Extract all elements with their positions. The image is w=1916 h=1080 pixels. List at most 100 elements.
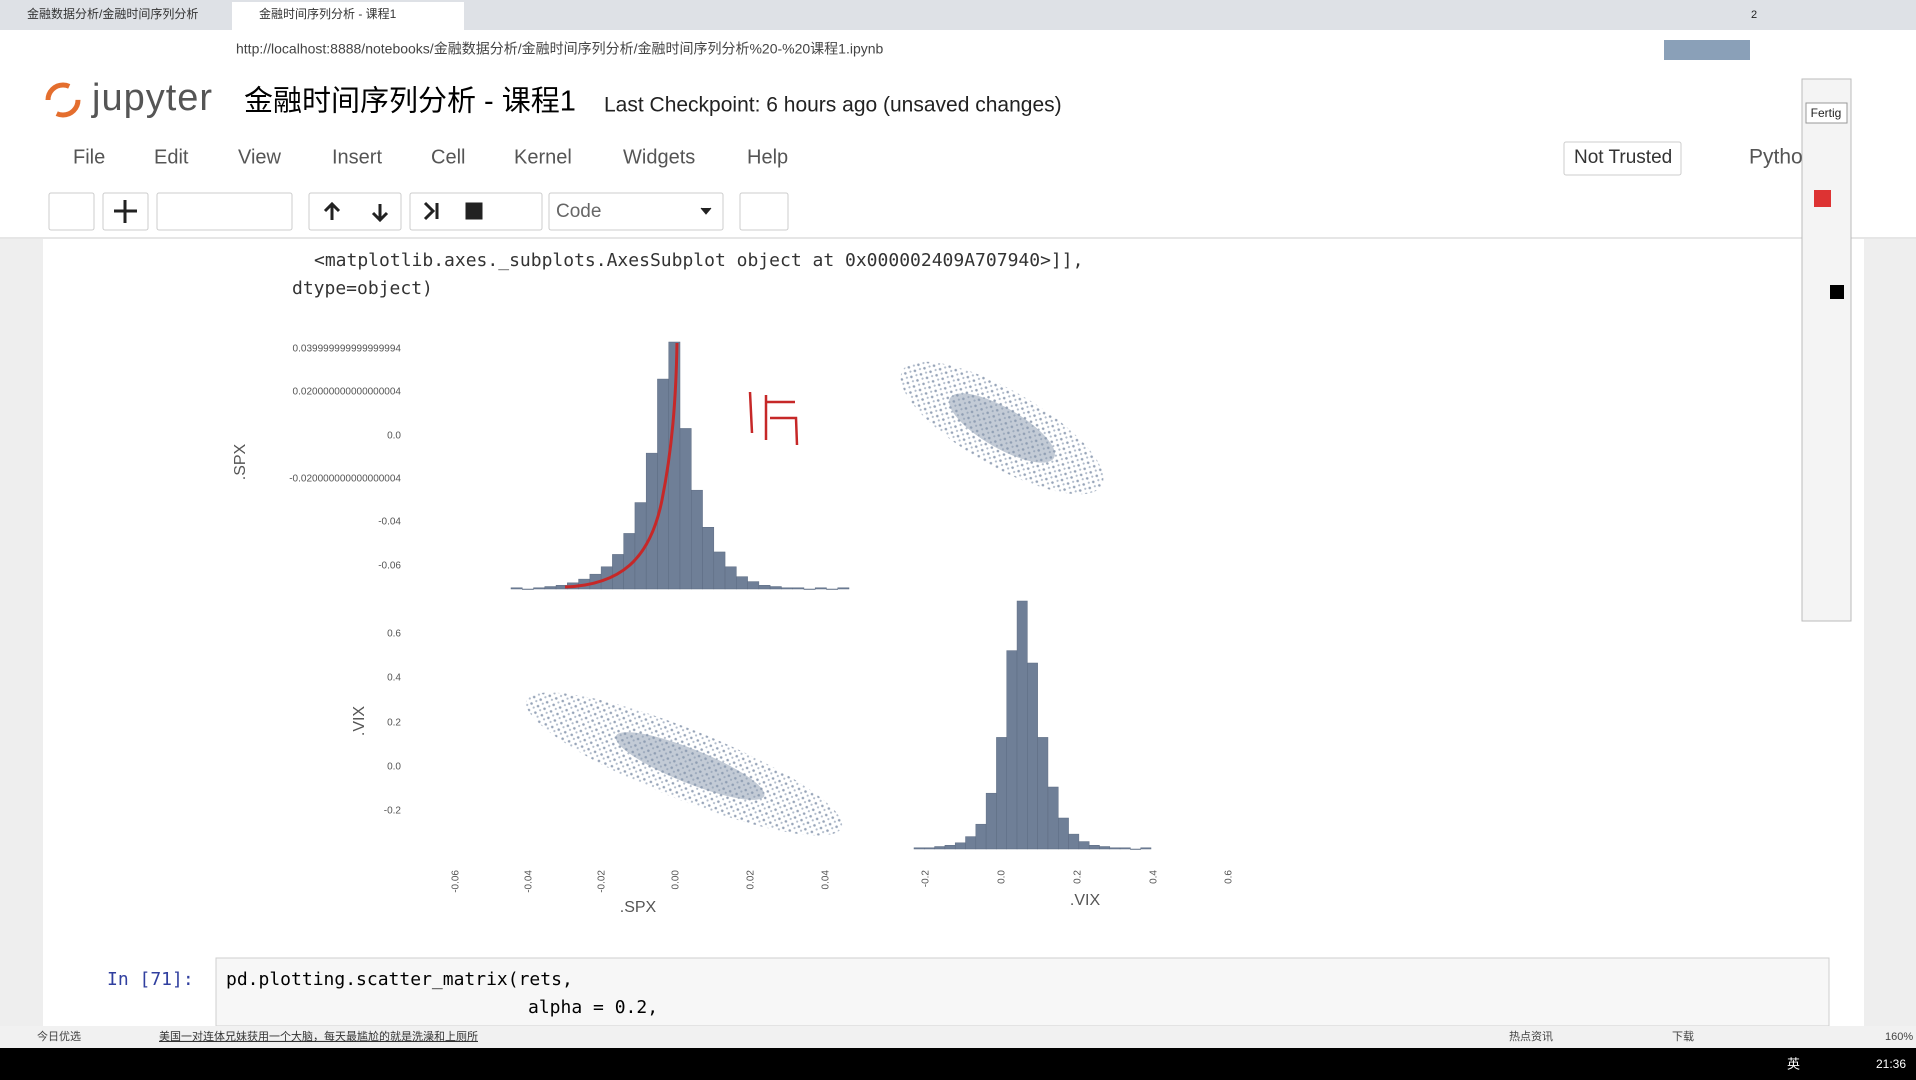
hist-bar — [522, 588, 534, 590]
output-line: dtype=object) — [292, 278, 433, 299]
dropdown-arrow — [700, 207, 712, 215]
axis-label: .SPX — [232, 443, 249, 480]
menu-item[interactable]: File — [73, 146, 105, 168]
hist-bar — [803, 588, 816, 590]
status-bar — [0, 1026, 1916, 1048]
notebook-title[interactable]: 金融时间序列分析 - 课程1 — [244, 85, 576, 118]
status-text[interactable]: 热点资讯 — [1509, 1030, 1553, 1043]
fertig-label[interactable]: Fertig — [1811, 106, 1842, 120]
toolbar-icons — [114, 200, 712, 223]
x-tick-label: 0.0 — [997, 870, 1008, 884]
hist-bar — [996, 737, 1007, 850]
hist-bar — [1078, 841, 1090, 850]
pen-stroke — [564, 342, 679, 589]
color-swatch[interactable] — [1814, 190, 1831, 207]
axis-label: .VIX — [1070, 892, 1101, 909]
hist-bar — [934, 846, 946, 850]
x-tick-label: 0.00 — [671, 870, 682, 890]
menu-item[interactable]: View — [238, 146, 282, 168]
run-icon — [423, 201, 439, 221]
edit-btns[interactable] — [156, 192, 293, 231]
hist-bar — [1119, 847, 1131, 850]
arrow-icons — [323, 201, 389, 223]
hist-bar — [758, 585, 771, 590]
clock: 21:36 — [1876, 1057, 1906, 1071]
logo-icon — [45, 82, 81, 118]
pen-scribble — [748, 391, 799, 446]
menu-item[interactable]: Edit — [154, 146, 189, 168]
hist-bar — [1058, 817, 1069, 850]
color-swatch[interactable] — [1830, 285, 1844, 299]
status-text[interactable]: 下载 — [1672, 1030, 1694, 1043]
hist-bar — [679, 428, 692, 590]
hist-bar — [814, 587, 827, 590]
hist-bar — [944, 845, 956, 850]
hist-bar — [965, 836, 977, 850]
taskbar — [0, 1048, 1916, 1080]
y-tick-label: -0.2 — [384, 806, 402, 817]
scatter-core — [615, 732, 765, 800]
cell-prompt: In [71]: — [107, 969, 194, 990]
toolbar-buttons — [48, 192, 789, 231]
code-cell[interactable] — [215, 957, 1830, 1027]
axis-label: .SPX — [620, 899, 657, 916]
y-tick-label: 0.2 — [387, 718, 401, 729]
hist-bar — [657, 378, 669, 590]
plus-icon — [114, 200, 137, 223]
hist-bar — [975, 823, 987, 850]
active-tab[interactable] — [232, 2, 464, 30]
save-btn[interactable] — [48, 192, 95, 231]
y-tick-label: 0.039999999999999994 — [293, 344, 402, 355]
menu-item[interactable]: Help — [747, 146, 788, 168]
menu-item[interactable]: Cell — [431, 146, 465, 168]
kernel-name: Pytho — [1749, 146, 1803, 169]
hist-bar — [1006, 650, 1018, 850]
hist-bar — [954, 842, 966, 850]
hist-bar — [924, 847, 935, 850]
hist-bar — [769, 586, 782, 590]
code-line: alpha = 0.2, — [528, 997, 658, 1018]
hist-bar — [1068, 833, 1080, 850]
hist-bar — [1130, 848, 1141, 850]
keyboard-btn[interactable] — [739, 192, 789, 231]
stop-icon — [465, 202, 483, 220]
hist-bar — [985, 792, 997, 850]
badge: 2 — [1751, 9, 1757, 21]
menu-item[interactable]: Widgets — [623, 146, 695, 168]
x-tick-label: 0.2 — [1073, 870, 1084, 884]
menu-item[interactable]: Kernel — [514, 146, 572, 168]
trusted-button[interactable] — [1563, 141, 1682, 176]
x-tick-label: 0.6 — [1224, 870, 1235, 884]
x-tick-label: 0.04 — [821, 870, 832, 890]
fertig-button[interactable] — [1805, 102, 1848, 124]
y-tick-label: -0.06 — [378, 561, 401, 572]
trusted-label: Not Trusted — [1574, 147, 1672, 168]
hist-bar — [713, 551, 726, 590]
x-tick-label: -0.06 — [451, 870, 462, 893]
axis-label: .VIX — [351, 706, 368, 737]
address-bar — [0, 30, 1916, 71]
menu-item[interactable]: Insert — [332, 146, 382, 168]
move-btns[interactable] — [308, 192, 402, 231]
tab-title[interactable]: 金融数据分析/金融时间序列分析 — [27, 6, 198, 21]
hist-bar — [736, 576, 748, 590]
hist-bar — [691, 489, 703, 590]
hist-bar — [1109, 847, 1121, 850]
news-text[interactable]: 美国一对连体兄妹获用一个大脑，每天最尴尬的就是洗澡和上厕所 — [159, 1029, 478, 1043]
url[interactable]: http://localhost:8888/notebooks/金融数据分析/金… — [236, 41, 884, 57]
status-text[interactable]: 今日优选 — [37, 1029, 81, 1043]
hist-bar — [1140, 847, 1152, 850]
hist-bar — [1088, 845, 1100, 850]
hist-bar — [544, 586, 557, 590]
logo-text: jupyter — [91, 77, 213, 119]
cell-type-select[interactable] — [548, 192, 724, 231]
x-tick-label: 0.02 — [746, 870, 757, 890]
y-tick-label: 0.6 — [387, 629, 401, 640]
checkpoint: Last Checkpoint: 6 hours ago (unsaved ch… — [604, 94, 1062, 117]
hist-bar — [702, 527, 715, 590]
y-tick-label: -0.04 — [378, 517, 401, 528]
y-tick-label: 0.0 — [387, 762, 401, 773]
tab-title[interactable]: 金融时间序列分析 - 课程1 — [259, 6, 397, 21]
hist-bar — [747, 581, 760, 590]
